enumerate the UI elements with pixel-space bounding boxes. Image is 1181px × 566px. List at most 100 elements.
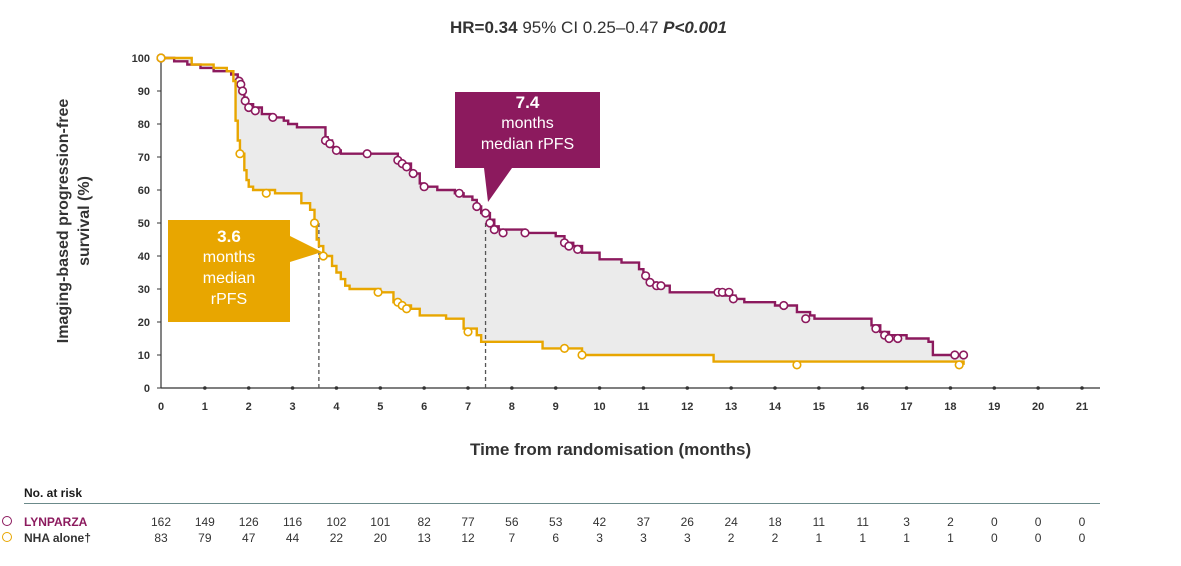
lynparza-censor-mark xyxy=(331,145,342,155)
x-tick-label: 17 xyxy=(900,401,912,413)
lynparza-censor-mark xyxy=(472,201,482,212)
x-tick-mark xyxy=(246,386,251,390)
nha-legend-marker xyxy=(2,532,12,542)
nha-censor-mark xyxy=(463,327,473,337)
lynparza-censor-mark xyxy=(801,314,811,324)
lynparza-censor-mark xyxy=(454,188,464,198)
risk-value: 2 xyxy=(727,531,735,545)
risk-value: 0 xyxy=(990,515,998,529)
lynparza-censor-mark xyxy=(564,241,574,251)
risk-value: 11 xyxy=(856,515,869,529)
y-tick-label: 20 xyxy=(138,317,150,329)
x-tick-mark xyxy=(290,386,295,390)
nha-censor-mark xyxy=(309,218,320,228)
y-tick-label: 30 xyxy=(138,284,150,296)
nha-censor-mark xyxy=(235,149,245,159)
x-tick-label: 20 xyxy=(1032,401,1044,413)
x-tick-mark xyxy=(641,386,646,390)
lynparza-median-callout: 7.4 months median rPFS xyxy=(455,92,600,155)
nha-median-unit: months xyxy=(202,249,256,266)
y-tick-label: 50 xyxy=(138,218,150,230)
risk-value: 0 xyxy=(1078,515,1086,529)
risk-value: 0 xyxy=(1078,531,1086,545)
x-tick-label: 13 xyxy=(725,401,737,413)
risk-value: 3 xyxy=(596,531,603,545)
x-tick-label: 10 xyxy=(593,401,605,413)
x-tick-label: 7 xyxy=(465,401,471,413)
x-tick-mark xyxy=(948,386,953,390)
risk-value: 24 xyxy=(724,515,738,529)
risk-value: 53 xyxy=(549,515,563,529)
x-tick-label: 5 xyxy=(377,401,383,413)
risk-value: 47 xyxy=(242,531,256,545)
x-tick-label: 16 xyxy=(857,401,869,413)
lynparza-censor-mark xyxy=(408,168,418,179)
x-tick-label: 14 xyxy=(769,401,782,413)
x-tick-mark xyxy=(1036,386,1040,390)
lynparza-censor-mark xyxy=(489,225,499,235)
x-tick-label: 8 xyxy=(509,401,515,413)
y-tick-label: 0 xyxy=(144,383,150,395)
risk-value: 26 xyxy=(680,515,694,529)
x-tick-mark xyxy=(378,386,383,390)
risk-value: 1 xyxy=(903,531,910,545)
risk-value: 2 xyxy=(771,531,779,545)
risk-value: 44 xyxy=(285,531,300,545)
lynparza-median-value: 7.4 xyxy=(515,93,540,112)
x-tick-mark xyxy=(334,386,339,390)
lynparza-median-label: median rPFS xyxy=(480,136,575,153)
lynparza-censor-mark xyxy=(362,149,372,159)
ci-text: 95% CI 0.25–0.47 xyxy=(522,18,659,37)
risk-row-lynparza: LYNPARZA 162 149 126 116 102 101 82 77 56 53 42 37 2… xyxy=(0,515,1181,529)
nha-median-callout: 3.6 months median rPFS xyxy=(168,226,290,310)
lynparza-censor-mark xyxy=(950,350,960,360)
risk-value: 102 xyxy=(326,515,347,529)
risk-value: 77 xyxy=(461,515,475,529)
lynparza-callout-box xyxy=(455,92,600,202)
risk-value: 82 xyxy=(417,515,431,529)
x-tick-mark xyxy=(553,386,558,390)
risk-value: 0 xyxy=(1034,515,1042,529)
risk-value: 79 xyxy=(198,531,212,545)
x-tick-label: 11 xyxy=(638,401,650,413)
x-tick-mark xyxy=(860,386,865,390)
x-tick-mark xyxy=(597,386,602,390)
p-value: P<0.001 xyxy=(663,18,727,37)
x-tick-mark xyxy=(510,386,514,390)
lynparza-censor-mark xyxy=(268,112,278,122)
nha-median-label-2: rPFS xyxy=(210,291,248,308)
lynparza-censor-mark xyxy=(498,228,508,238)
y-tick-label: 100 xyxy=(132,53,150,65)
risk-value: 126 xyxy=(238,515,259,529)
risk-value: 101 xyxy=(370,515,391,529)
lynparza-censor-mark xyxy=(724,287,734,297)
x-tick-label: 0 xyxy=(158,401,164,413)
x-tick-mark xyxy=(685,386,690,390)
lynparza-censor-mark xyxy=(520,228,530,238)
risk-value: 12 xyxy=(461,531,475,545)
lynparza-censor-mark xyxy=(779,300,789,311)
x-tick-label: 4 xyxy=(333,401,340,413)
risk-row-label: LYNPARZA xyxy=(24,515,88,529)
lynparza-censor-mark xyxy=(893,333,903,344)
lynparza-median-unit: months xyxy=(501,115,554,132)
lynparza-censor-mark xyxy=(573,244,583,254)
x-tick-mark xyxy=(817,386,821,390)
risk-value: 18 xyxy=(768,515,782,529)
y-tick-label: 80 xyxy=(138,119,150,131)
nha-censor-mark xyxy=(559,343,570,354)
risk-table-title: No. at risk xyxy=(24,486,83,500)
risk-value: 42 xyxy=(592,515,607,529)
lynparza-censor-mark xyxy=(419,182,429,192)
hazard-ratio-text: HR=0.34 95% CI 0.25–0.47 P<0.001 xyxy=(450,18,727,38)
risk-value: 22 xyxy=(329,531,344,545)
risk-value: 83 xyxy=(154,531,168,545)
risk-value: 149 xyxy=(194,515,215,529)
x-tick-mark xyxy=(422,386,426,390)
x-tick-mark xyxy=(203,386,207,390)
lynparza-censor-mark xyxy=(402,162,412,172)
lynparza-censor-mark xyxy=(656,281,666,291)
risk-value: 3 xyxy=(903,515,910,529)
x-tick-mark xyxy=(904,386,909,390)
lynparza-censor-mark xyxy=(958,350,969,360)
